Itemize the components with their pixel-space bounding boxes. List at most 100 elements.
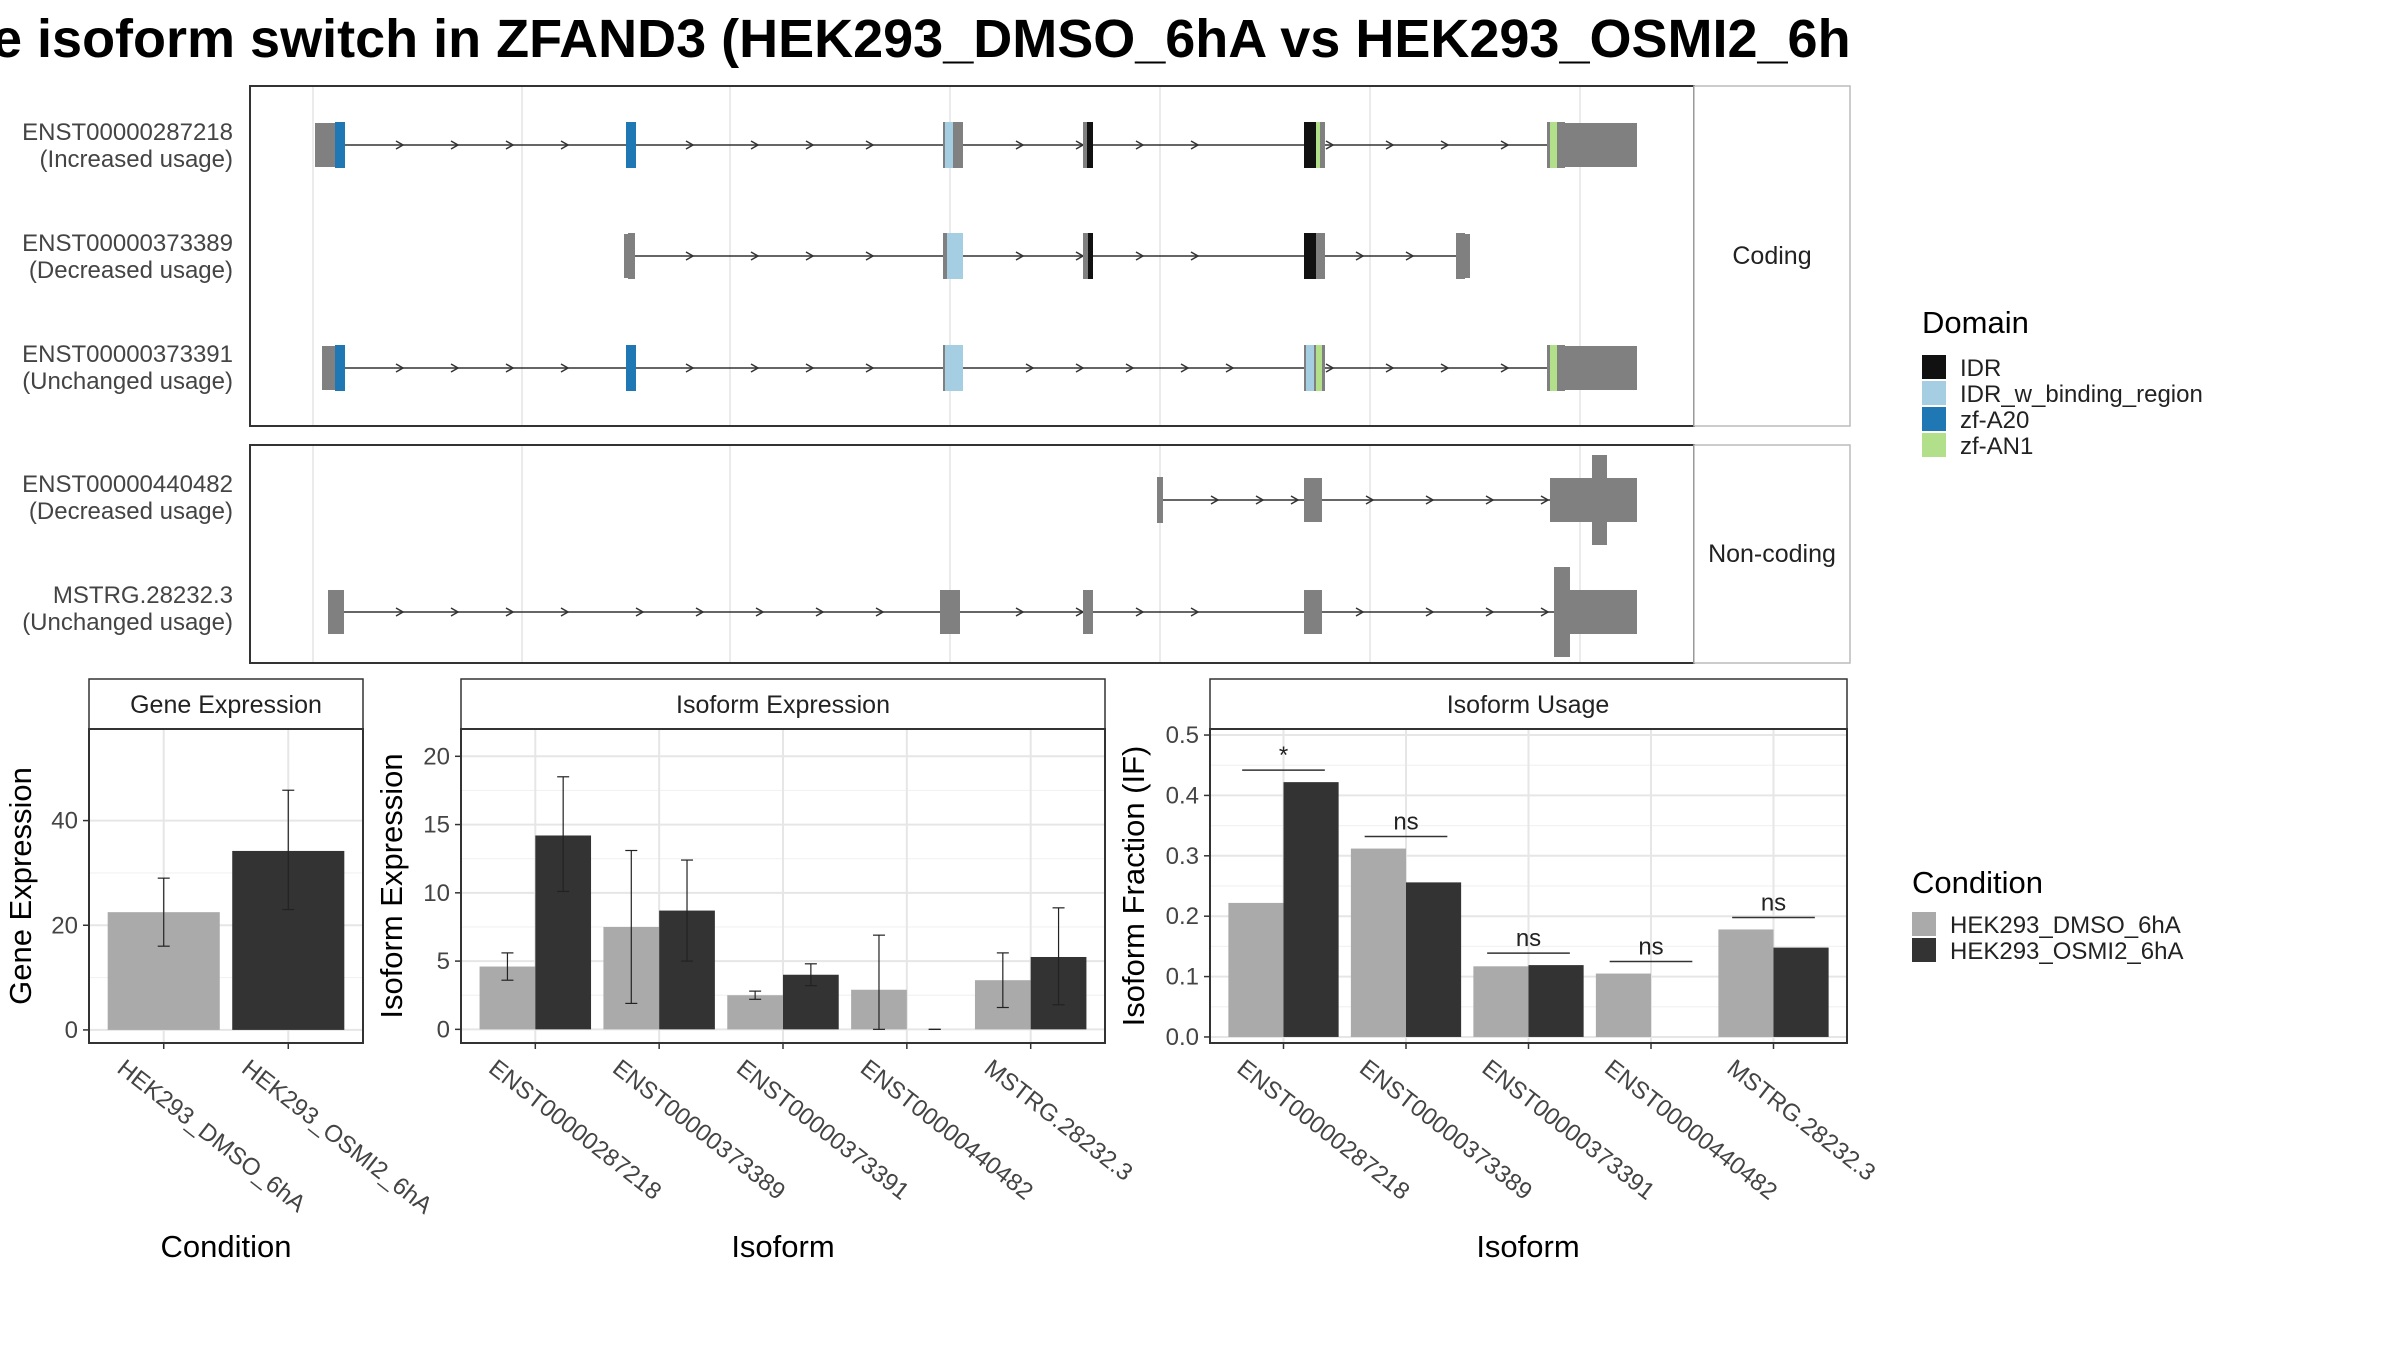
bar	[1228, 902, 1284, 1037]
intron-arrow	[1190, 140, 1200, 150]
intron-arrow	[1540, 607, 1550, 617]
exon	[1083, 590, 1093, 634]
intron-arrow	[1385, 140, 1395, 150]
domain-segment	[945, 122, 953, 168]
y-tick-label: 0.3	[1166, 843, 1199, 870]
intron-arrow	[755, 607, 765, 617]
condition-legend: Condition HEK293_DMSO_6hA HEK293_OSMI2_6…	[1912, 865, 2183, 965]
exon	[1460, 234, 1470, 278]
intron-arrow	[1180, 363, 1190, 373]
noncoding-strip-label: Non-coding	[1708, 540, 1836, 568]
intron-arrow	[1540, 495, 1550, 505]
transcript-id-label: MSTRG.28232.3	[53, 582, 233, 609]
y-axis-title: Isoform Fraction (IF)	[1116, 746, 1151, 1027]
intron-arrow	[1135, 607, 1145, 617]
intron-arrow	[1485, 607, 1495, 617]
intron-arrow	[560, 607, 570, 617]
exon	[1565, 123, 1637, 167]
exon	[1565, 346, 1637, 390]
legend-swatch	[1922, 381, 1946, 405]
bar	[727, 995, 783, 1030]
intron-arrow	[1135, 140, 1145, 150]
figure-title: e isoform switch in ZFAND3 (HEK293_DMSO_…	[0, 9, 1851, 69]
intron-arrow	[1325, 140, 1335, 150]
intron-arrow	[865, 140, 875, 150]
exon	[1554, 567, 1570, 657]
intron-arrow	[450, 140, 460, 150]
transcript-id-label: ENST00000287218	[22, 119, 233, 146]
significance-label: ns	[1393, 809, 1418, 836]
intron-arrow	[695, 607, 705, 617]
intron-arrow	[635, 607, 645, 617]
intron-arrow	[805, 363, 815, 373]
intron-arrow	[875, 607, 885, 617]
y-tick-label: 20	[51, 912, 78, 939]
intron-arrow	[395, 140, 405, 150]
isoform-expression-plot: 05101520ENST00000287218ENST00000373389EN…	[423, 729, 1138, 1206]
y-tick-label: 0.0	[1166, 1024, 1199, 1051]
panel-strip	[88, 678, 364, 730]
exon	[626, 345, 636, 391]
panel-strip-label: Isoform Expression	[676, 691, 890, 719]
intron-arrow	[1365, 495, 1375, 505]
intron-arrow	[805, 251, 815, 261]
significance-label: ns	[1516, 925, 1541, 952]
legend-label: zf-AN1	[1960, 433, 2033, 460]
y-tick-label: 0	[65, 1017, 78, 1044]
domain-segment	[1316, 122, 1320, 168]
intron-arrow	[805, 140, 815, 150]
y-tick-label: 0.2	[1166, 903, 1199, 930]
bar	[1406, 882, 1462, 1037]
intron-arrow	[750, 140, 760, 150]
transcript-id-label: ENST00000440482	[22, 471, 233, 498]
exon	[940, 590, 960, 634]
intron-arrow	[1225, 363, 1235, 373]
legend-swatch	[1922, 433, 1946, 457]
legend-label: zf-A20	[1960, 407, 2029, 434]
coding-labels: ENST00000287218 (Increased usage) ENST00…	[22, 119, 233, 395]
panel-strip-label: Gene Expression	[130, 691, 322, 719]
intron-arrow	[1355, 251, 1365, 261]
bar	[1595, 973, 1651, 1037]
exon	[335, 122, 345, 168]
transcript-usage-label: (Unchanged usage)	[22, 609, 233, 636]
noncoding-panel	[249, 444, 1695, 664]
intron-arrow	[395, 607, 405, 617]
intron-arrow	[1440, 140, 1450, 150]
y-tick-label: 15	[423, 812, 450, 839]
legend-label: HEK293_DMSO_6hA	[1950, 912, 2181, 939]
isoform-expression-panel: Isoform Expression 05101520ENST000002872…	[374, 678, 1138, 1264]
intron-arrow	[1015, 607, 1025, 617]
intron-arrow	[1440, 363, 1450, 373]
gene-expression-panel: Gene Expression 02040HEK293_DMSO_6hAHEK2…	[3, 678, 437, 1264]
bar	[1718, 929, 1774, 1037]
intron-arrow	[450, 363, 460, 373]
intron-arrow	[1135, 251, 1145, 261]
legend-swatch	[1922, 407, 1946, 431]
intron-arrow	[1255, 495, 1265, 505]
intron-arrow	[1025, 363, 1035, 373]
panel-strip	[1209, 678, 1848, 730]
noncoding-strip	[1693, 444, 1851, 664]
intron-arrow	[1500, 140, 1510, 150]
intron-arrow	[1210, 495, 1220, 505]
intron-arrow	[1190, 251, 1200, 261]
panel-frame	[1209, 728, 1848, 1044]
y-tick-label: 0.4	[1166, 782, 1199, 809]
exon	[1304, 590, 1322, 634]
transcript-id-label: ENST00000373391	[22, 341, 233, 368]
domain-segment	[1550, 345, 1557, 391]
exon	[628, 233, 635, 279]
panel-frame	[460, 728, 1106, 1044]
intron-arrow	[560, 140, 570, 150]
y-tick-label: 20	[423, 743, 450, 770]
intron-arrow	[815, 607, 825, 617]
intron-arrow	[1485, 495, 1495, 505]
intron-arrow	[1385, 363, 1395, 373]
domain-segment	[1304, 233, 1316, 279]
transcript-usage-label: (Decreased usage)	[29, 498, 233, 525]
y-axis-title: Isoform Expression	[374, 753, 409, 1018]
domain-segment	[947, 233, 963, 279]
y-tick-label: 10	[423, 880, 450, 907]
